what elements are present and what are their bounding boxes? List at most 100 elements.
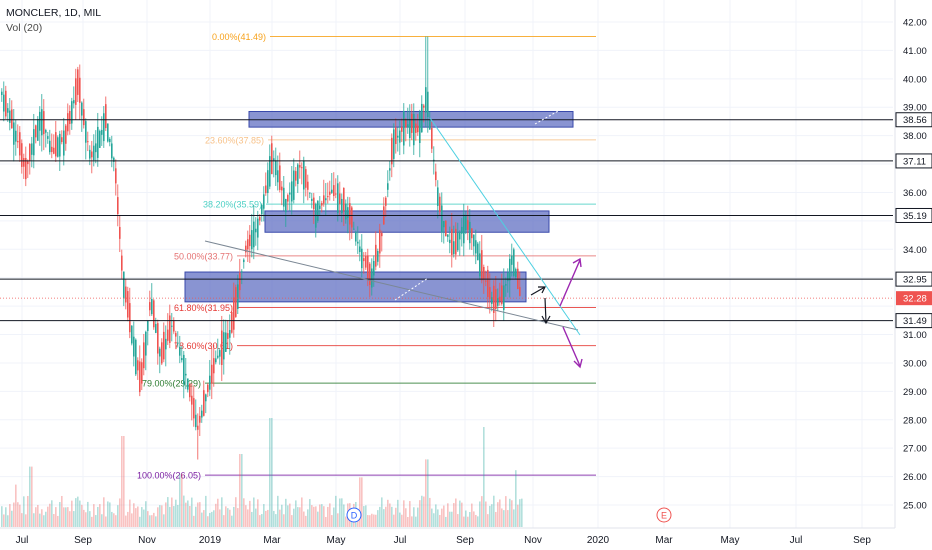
level-price-tag[interactable] [895,153,932,169]
candle-body [159,348,161,357]
candle-body [499,296,501,302]
candle-body [81,102,83,116]
projection-arrows[interactable] [530,257,583,369]
trend-drawings[interactable] [204,109,581,336]
candle-body [131,325,133,344]
candle-body [133,336,135,357]
candle-body [309,192,311,194]
level-price-tag[interactable] [895,313,932,329]
candle-body [507,272,509,282]
candle-body [419,112,421,144]
volume-bar [467,516,469,527]
volume-bar [511,500,513,527]
volume-bar [37,504,39,527]
candle-body [59,133,61,157]
volume-bar [83,509,85,527]
volume-bar [479,501,481,527]
candle-body [335,193,337,195]
volume-bar [25,514,27,527]
candle-body [367,255,369,279]
event-marker[interactable] [656,507,672,523]
price-axis[interactable]: 25.00 26.00 27.00 28.00 29.00 30.00 31.00 34.00… [894,0,932,550]
candle-body [425,87,427,113]
level-price-tag[interactable] [895,112,932,128]
volume-bar [341,498,343,527]
volume-bar [27,495,29,527]
volume-bar [417,507,419,527]
candle-body [85,121,87,143]
volume-bar [501,508,503,527]
candle-body [183,354,185,385]
volume-bar [265,510,267,527]
volume-bar [195,506,197,527]
volume-bar [461,502,463,527]
bullish-projection-arrow [559,257,582,307]
volume-bar [21,513,23,527]
price-tick-label: 31.00 [903,330,927,341]
candle-body [259,216,261,221]
candle-body [19,132,21,156]
volume-bar [375,514,377,527]
volume-bar [379,506,381,527]
time-tick-label: Mar [263,535,281,546]
volume-bar [339,498,341,527]
time-tick-label: Jul [394,535,407,546]
time-axis[interactable]: Jul Sep Nov 2019 Mar May Jul Sep Nov 2020 Mar May Ju… [0,527,895,546]
candle-body [203,390,205,416]
candle-body [465,215,467,231]
candle-body [143,342,145,369]
volume-bar [9,504,11,527]
fibonacci-retracement[interactable]: 0.00%(41.49) 23.60%(37.85) 38.20%(35.59) 50… [137,32,596,481]
event-marker[interactable] [346,507,362,523]
volume-bar [303,511,305,527]
volume-bar [213,510,215,527]
candle-body [9,110,11,123]
candle-body [473,234,475,247]
level-price-tag[interactable] [895,271,932,287]
candle-body [119,226,121,239]
volume-bar [173,506,175,527]
fib-label: 61.80%(31.95) [174,303,233,313]
volume-bar [13,502,15,527]
volume-bar [205,495,207,527]
candle-body [399,130,401,143]
time-tick-label: 2020 [587,535,610,546]
falling-resistance-line[interactable] [429,117,581,336]
zone-rect[interactable] [264,210,550,233]
candle-body [339,193,341,204]
event-marker-label: D [351,511,358,521]
volume-bar [277,495,279,527]
volume-bar [469,512,471,527]
volume-bar [399,512,401,527]
volume-bar [165,502,167,527]
horizontal-levels[interactable] [0,119,893,322]
volume-bar [15,484,17,527]
candle-body [341,198,343,214]
candle-body [347,207,349,218]
volume-bar [395,507,397,527]
volume-bar [95,515,97,527]
candle-body [381,232,383,237]
last-price-tag[interactable] [896,291,932,306]
candle-body [483,267,485,280]
candle-body [463,214,465,244]
candle-body [139,361,141,393]
candle-body [321,202,323,206]
volume-bar [109,502,111,527]
candle-body [441,205,443,233]
candle-body [417,125,419,133]
volume-bar [271,418,273,527]
level-price-tag[interactable] [895,207,932,223]
candle-body [471,228,473,239]
volume-bar [177,505,179,527]
volume-bar [149,515,151,527]
candle-body [179,346,181,356]
volume-bar [309,499,311,527]
candle-body [389,168,391,171]
volume-bar [69,511,71,527]
descending-trendline[interactable] [204,240,579,331]
time-tick-label: Jul [16,535,29,546]
candle-body [285,199,287,213]
